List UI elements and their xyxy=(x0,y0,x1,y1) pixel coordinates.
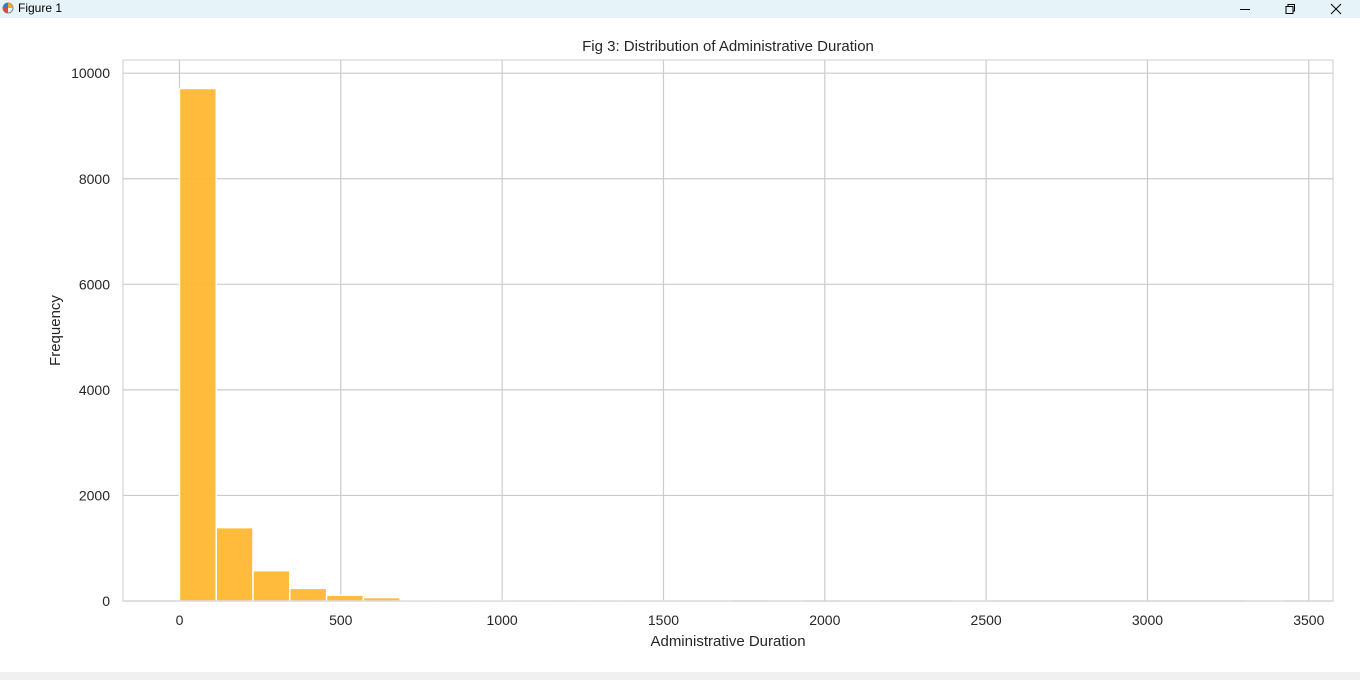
histogram-bar xyxy=(362,596,401,602)
histogram-bar xyxy=(178,87,218,602)
status-bar xyxy=(0,672,1360,680)
maximize-button[interactable] xyxy=(1268,0,1312,18)
y-axis-label: Frequency xyxy=(47,295,64,366)
x-tick-label: 3000 xyxy=(1132,612,1163,628)
x-tick-label: 1000 xyxy=(487,612,518,628)
x-tick-label: 500 xyxy=(329,612,353,628)
histogram-bar xyxy=(325,594,365,602)
histogram-bar xyxy=(289,587,328,602)
histogram-chart: 0 500 1000 1500 2000 2500 3000 3500 0 2000 4000 60… xyxy=(47,38,1334,650)
window-title: Figure 1 xyxy=(18,1,63,15)
close-button[interactable] xyxy=(1314,0,1358,18)
histogram-bar xyxy=(215,526,254,602)
y-tick-label: 10000 xyxy=(71,65,110,81)
grid xyxy=(123,60,1333,602)
x-tick-label: 0 xyxy=(176,612,184,628)
minimize-icon xyxy=(1240,9,1250,10)
minimize-button[interactable] xyxy=(1223,0,1267,18)
x-tick-label: 2500 xyxy=(971,612,1002,628)
x-tick-label: 2000 xyxy=(809,612,840,628)
y-tick-label: 2000 xyxy=(79,487,110,503)
x-tick-labels: 0 500 1000 1500 2000 2500 3000 3500 xyxy=(176,612,1325,628)
y-tick-label: 0 xyxy=(102,593,110,609)
bars xyxy=(178,87,1284,602)
y-tick-label: 8000 xyxy=(79,171,110,187)
y-tick-label: 6000 xyxy=(79,276,110,292)
close-icon xyxy=(1330,3,1342,15)
plot-frame xyxy=(122,59,1334,602)
x-tick-label: 1500 xyxy=(648,612,679,628)
x-tick-label: 3500 xyxy=(1293,612,1324,628)
restore-icon xyxy=(1285,4,1295,14)
y-tick-labels: 0 2000 4000 6000 8000 10000 xyxy=(71,65,110,609)
window-titlebar: Figure 1 xyxy=(0,0,1360,18)
matplotlib-logo-icon xyxy=(2,2,14,14)
histogram-bar xyxy=(252,569,291,602)
chart-title: Fig 3: Distribution of Administrative Du… xyxy=(582,38,874,55)
x-axis-label: Administrative Duration xyxy=(650,633,805,650)
y-tick-label: 4000 xyxy=(79,382,110,398)
